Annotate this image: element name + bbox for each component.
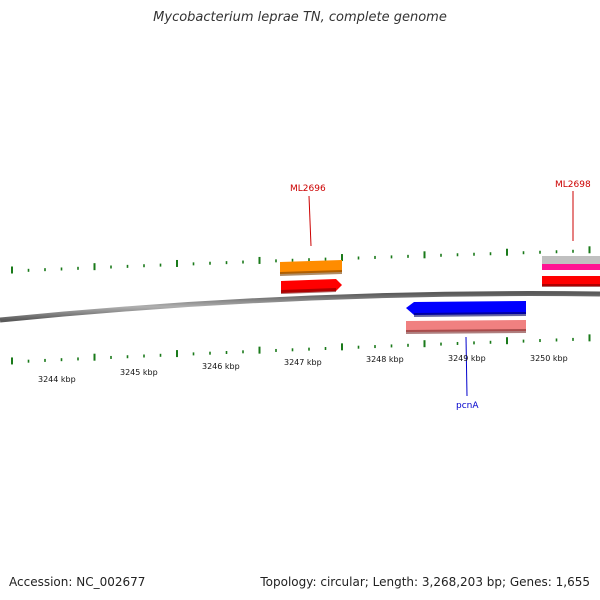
tick-label: 3244 kbp (38, 375, 76, 384)
inner-tick-row (11, 334, 591, 365)
genome-backbone (0, 291, 600, 323)
feature-red-right[interactable] (542, 276, 600, 287)
feature-orange-1[interactable] (280, 260, 342, 276)
tick-label: 3245 kbp (120, 368, 158, 377)
outer-tick-row (11, 246, 591, 274)
feature-pink-1[interactable] (406, 320, 526, 334)
tick-label: 3246 kbp (202, 362, 240, 371)
gene-label-ml2696[interactable]: ML2696 (290, 184, 326, 194)
tick-label: 3247 kbp (284, 358, 322, 367)
tick-label: 3250 kbp (530, 354, 568, 363)
tick-label: 3249 kbp (448, 354, 486, 363)
feature-red-1[interactable] (281, 279, 342, 294)
tick-label: 3248 kbp (366, 355, 404, 364)
accession-text: Accession: NC_002677 (9, 575, 146, 589)
feature-magenta-right[interactable] (542, 264, 600, 270)
map-title: Mycobacterium leprae TN, complete genome (153, 10, 447, 25)
gene-label-pcnA[interactable]: pcnA (456, 401, 479, 411)
feature-grey-right[interactable] (542, 256, 600, 264)
feature-blue-pcnA[interactable] (406, 301, 526, 317)
leader-ml2696 (308, 195, 312, 247)
gene-label-ml2698[interactable]: ML2698 (555, 180, 591, 190)
leader-pcnA (465, 336, 468, 397)
topology-text: Topology: circular; Length: 3,268,203 bp… (260, 575, 590, 589)
